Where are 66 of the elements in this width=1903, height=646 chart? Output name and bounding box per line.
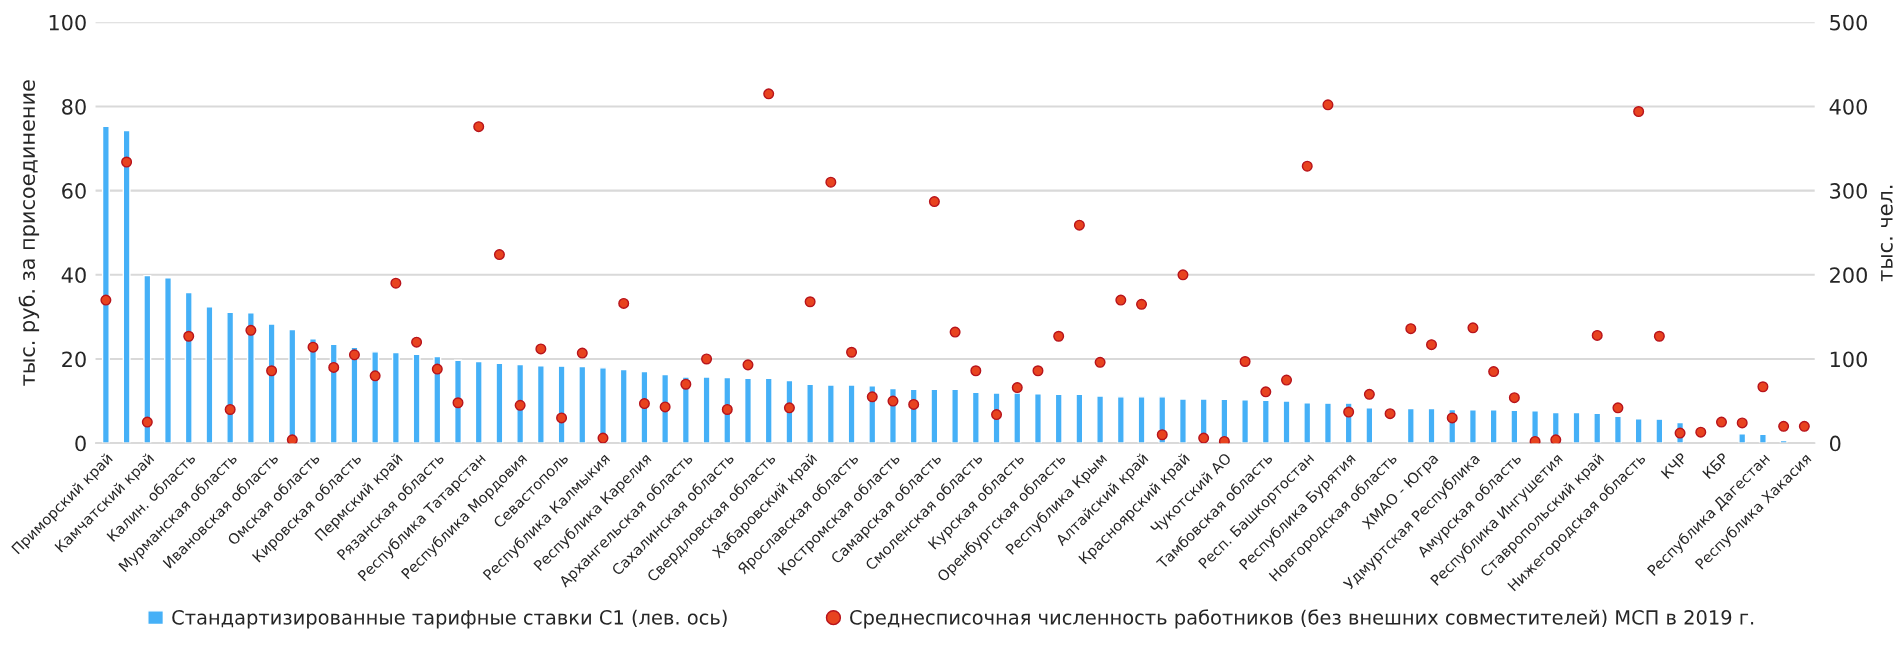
bar [267, 323, 276, 444]
bar [1655, 418, 1664, 444]
bar [1468, 409, 1477, 444]
bar [226, 311, 235, 444]
y2-tick-label: 400 [1829, 98, 1867, 115]
bar [826, 384, 835, 444]
y-tick-label: 40 [61, 267, 86, 284]
bar [1096, 395, 1105, 444]
y2-tick-label: 200 [1830, 267, 1867, 284]
legend-label: Стандартизированные тарифные ставки С1 (лев. ось) [172, 609, 727, 629]
bar [474, 360, 483, 444]
bar [1241, 399, 1250, 444]
bar [1634, 418, 1643, 444]
bar [1178, 398, 1187, 444]
y-tick-label: 20 [62, 351, 86, 368]
bar [412, 353, 421, 444]
bar [1365, 407, 1374, 444]
bar [122, 129, 131, 444]
bar [184, 291, 193, 444]
bar [1282, 400, 1291, 444]
bar [1758, 433, 1767, 444]
bar [1406, 407, 1415, 444]
bar [536, 365, 545, 444]
bar [1427, 407, 1436, 444]
bar [495, 362, 504, 444]
bar [743, 377, 752, 444]
y-tick-label: 100 [49, 14, 86, 31]
legend-label: Среднесписочная численность работников (без внешних совместителей) МСП в 2019 г. [850, 609, 1754, 629]
y-axis-title: тыс. руб. за присоединение [18, 80, 40, 386]
y2-tick-label: 100 [1830, 351, 1867, 368]
bar [143, 274, 152, 444]
bar [1738, 433, 1747, 444]
bar [930, 388, 939, 444]
bar [1779, 439, 1788, 444]
y-tick-label: 60 [62, 183, 86, 199]
y2-tick-label: 500 [1830, 14, 1867, 31]
bar [1572, 411, 1581, 444]
bar [806, 383, 815, 444]
bar [205, 306, 214, 444]
y2-tick-label: 300 [1830, 183, 1867, 199]
bar [1593, 412, 1602, 444]
bar [1054, 393, 1063, 444]
bar [578, 365, 587, 444]
bar [702, 376, 711, 444]
bar [619, 368, 628, 444]
bar [1489, 409, 1498, 444]
bar [1033, 393, 1042, 444]
bar [1303, 402, 1312, 444]
y2-tick-label: 0 [1829, 435, 1841, 452]
y-tick-label: 80 [62, 98, 86, 115]
bar [764, 377, 773, 444]
bar [246, 311, 255, 444]
bar [847, 384, 856, 444]
bar [971, 391, 980, 444]
bar [1116, 396, 1125, 444]
bar [1510, 409, 1519, 444]
y-tick-label: 0 [75, 435, 86, 452]
bar [309, 338, 318, 444]
bar [951, 388, 960, 444]
bar [1323, 402, 1332, 444]
bar [391, 351, 400, 444]
y2-axis-title: тыс. чел. [1880, 185, 1893, 282]
bar [1075, 393, 1084, 444]
bar [101, 125, 110, 444]
bar [164, 277, 173, 444]
bar [1137, 396, 1146, 444]
